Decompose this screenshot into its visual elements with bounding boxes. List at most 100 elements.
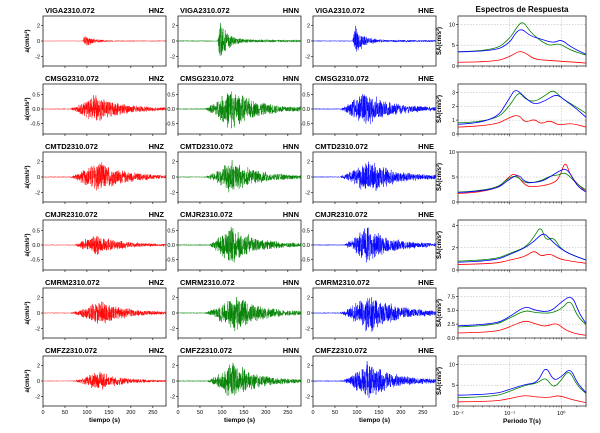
channel-label: HNN [283, 210, 299, 219]
y-tick-label: 0.5 [167, 228, 175, 234]
spectrum-line-HNZ [457, 395, 587, 404]
y-tick-label: 0 [452, 268, 455, 274]
panel-frame [457, 15, 587, 67]
station-title: CMFZ2310.072 [180, 346, 232, 355]
spectrum-line-HNN [457, 301, 587, 328]
station-title: CMJR2310.072 [45, 210, 98, 219]
acc-panel-CMFZ2310.072-HNZ: CMFZ2310.072 HNZ 2 0 -2 0 50 100 150 200 250 tiempo… [24, 346, 167, 424]
spectra-title: Espectros de Respuesta [476, 5, 569, 14]
channel-label: HNZ [149, 278, 165, 287]
y-tick-label: -2 [35, 395, 40, 401]
channel-label: HNN [283, 6, 299, 15]
y-tick-label: 2 [37, 363, 40, 369]
y-tick-label: -0.5 [166, 122, 175, 128]
x-tick-label: 200 [261, 410, 270, 416]
y-tick-label: 4 [452, 224, 455, 230]
y-tick-label: -2 [35, 191, 40, 197]
y-tick-label: -2 [305, 395, 310, 401]
channel-label: HNZ [149, 346, 165, 355]
x-tick-label: 150 [374, 410, 383, 416]
station-title: VIGA2310.072 [45, 6, 95, 15]
y-tick-label: 0 [37, 175, 40, 181]
x-tick-label: 10⁰ [557, 410, 566, 417]
waveform-HNN [177, 23, 302, 56]
spectrum-line-HNZ [457, 251, 587, 265]
channel-label: HNZ [149, 6, 165, 15]
y-tick-label: 0.0 [447, 336, 455, 342]
y-tick-label: 0 [172, 379, 175, 385]
acc-panel-CMRM2310.072-HNE: CMRM2310.072 HNE 2 0 -2 [305, 278, 437, 340]
station-title: CMTD2310.072 [45, 142, 98, 151]
x-tick-label: 250 [148, 410, 157, 416]
station-title: CMSG2310.072 [45, 74, 99, 83]
y-tick-label: 0 [307, 39, 310, 45]
y-axis-label: SA(cm/s²) [436, 299, 443, 327]
y-tick-label: -0.5 [301, 258, 310, 264]
y-tick-label: 0.0 [302, 107, 310, 113]
x-tick-label: 100 [217, 410, 226, 416]
acc-panel-CMJR2310.072-HNZ: CMJR2310.072 HNZ 0.5 0.0 -0.5a(cm/s²) [24, 210, 167, 272]
x-tick-label: 250 [283, 410, 292, 416]
waveform-HNN [177, 362, 302, 396]
x-axis-label: tiempo (s) [359, 417, 390, 424]
acc-panel-CMTD2310.072-HNN: CMTD2310.072 HNN 2 0 -2 [170, 142, 302, 204]
x-axis-label: tiempo (s) [224, 417, 255, 424]
station-title: CMFZ2310.072 [45, 346, 97, 355]
y-tick-label: 0 [37, 311, 40, 317]
station-title: CMSG2310.072 [315, 74, 369, 83]
channel-label: HNE [418, 278, 434, 287]
acc-panel-CMFZ2310.072-HNN: CMFZ2310.072 HNN 2 0 -2 0 50 100 150 200 250 tiempo… [170, 346, 302, 424]
spectrum-line-HNN [457, 172, 587, 193]
spectrum-panel-CMFZ2310.072: 10 5 010⁻² 10⁻¹ 10⁰ Periodo T(s) SA(cm/s²) [436, 355, 587, 425]
waveform-HNZ [42, 162, 167, 191]
y-axis-label: SA(cm/s²) [436, 231, 443, 259]
x-tick-label: 100 [352, 410, 361, 416]
y-tick-label: 0 [172, 39, 175, 45]
station-title: CMRM2310.072 [315, 278, 370, 287]
waveform-HNE [312, 94, 437, 125]
spectrum-line-HNE [457, 168, 587, 193]
station-title: CMSG2310.072 [180, 74, 234, 83]
waveform-HNE [312, 25, 437, 52]
y-tick-label: 2 [307, 159, 310, 165]
y-tick-label: -0.5 [301, 122, 310, 128]
acc-panel-VIGA2310.072-HNZ: VIGA2310.072 HNZ 2 0 -2 a(cm/s²) [24, 6, 167, 68]
x-tick-label: 0 [176, 410, 179, 416]
channel-label: HNN [283, 74, 299, 83]
waveform-HNZ [42, 371, 167, 390]
y-tick-label: 5 [452, 43, 455, 49]
y-tick-label: 2 [452, 104, 455, 110]
channel-label: HNN [283, 278, 299, 287]
y-tick-label: -2 [170, 55, 175, 61]
y-tick-label: 0.0 [32, 243, 40, 249]
station-title: CMRM2310.072 [45, 278, 100, 287]
y-axis-label: SA(cm/s²) [436, 27, 443, 55]
station-title: CMFZ2310.072 [315, 346, 367, 355]
spectrum-line-HNE [457, 368, 587, 396]
channel-label: HNE [418, 6, 434, 15]
x-tick-label: 10⁻¹ [504, 411, 515, 417]
y-tick-label: 0 [452, 64, 455, 70]
y-tick-label: 10 [449, 150, 455, 156]
x-tick-label: 200 [126, 410, 135, 416]
channel-label: HNE [418, 210, 434, 219]
y-axis-label: a(cm/s²) [24, 165, 31, 188]
y-axis-label: a(cm/s²) [24, 29, 31, 52]
acc-panel-CMTD2310.072-HNE: CMTD2310.072 HNE 2 0 -2 [305, 142, 437, 204]
waveform-HNZ [42, 236, 167, 255]
y-tick-label: 2 [37, 23, 40, 29]
y-tick-label: -2 [305, 55, 310, 61]
y-tick-label: -2 [305, 191, 310, 197]
channel-label: HNZ [149, 74, 165, 83]
acc-panel-VIGA2310.072-HNE: VIGA2310.072 HNE 2 0 -2 [305, 6, 437, 68]
y-tick-label: 2 [172, 363, 175, 369]
x-tick-label: 150 [104, 410, 113, 416]
station-title: CMTD2310.072 [180, 142, 233, 151]
y-tick-label: -0.5 [31, 258, 40, 264]
spectrum-line-HNN [457, 228, 587, 262]
y-tick-label: 2 [172, 295, 175, 301]
y-tick-label: 2.5 [447, 322, 455, 328]
x-tick-label: 50 [197, 410, 203, 416]
spectrum-panel-VIGA2310.072: Espectros de Respuesta 10 5 0 SA(cm/s²) [436, 5, 587, 70]
